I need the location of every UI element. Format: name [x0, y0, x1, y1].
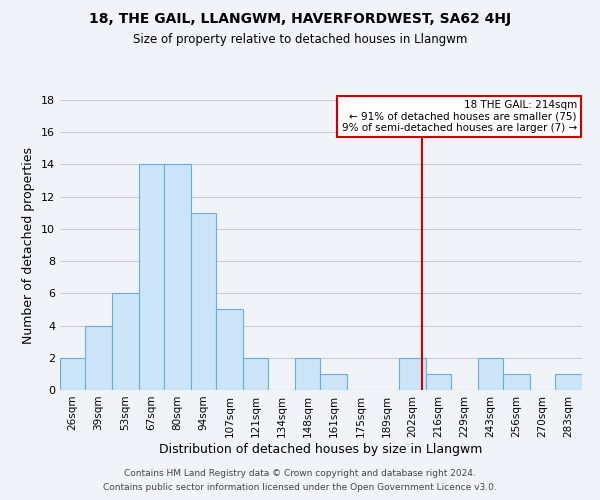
Bar [164, 164, 191, 390]
Bar [555, 374, 582, 390]
Bar [191, 213, 216, 390]
Text: 18 THE GAIL: 214sqm
← 91% of detached houses are smaller (75)
9% of semi-detache: 18 THE GAIL: 214sqm ← 91% of detached ho… [341, 100, 577, 133]
Bar [503, 374, 530, 390]
Text: 18, THE GAIL, LLANGWM, HAVERFORDWEST, SA62 4HJ: 18, THE GAIL, LLANGWM, HAVERFORDWEST, SA… [89, 12, 511, 26]
Bar [139, 164, 164, 390]
Bar [85, 326, 112, 390]
Bar [60, 358, 85, 390]
Bar [216, 310, 243, 390]
Bar [426, 374, 451, 390]
Bar [112, 294, 139, 390]
Text: Contains public sector information licensed under the Open Government Licence v3: Contains public sector information licen… [103, 484, 497, 492]
X-axis label: Distribution of detached houses by size in Llangwm: Distribution of detached houses by size … [160, 442, 482, 456]
Y-axis label: Number of detached properties: Number of detached properties [22, 146, 35, 344]
Bar [295, 358, 320, 390]
Text: Size of property relative to detached houses in Llangwm: Size of property relative to detached ho… [133, 32, 467, 46]
Text: Contains HM Land Registry data © Crown copyright and database right 2024.: Contains HM Land Registry data © Crown c… [124, 468, 476, 477]
Bar [320, 374, 347, 390]
Bar [399, 358, 426, 390]
Bar [478, 358, 503, 390]
Bar [243, 358, 268, 390]
